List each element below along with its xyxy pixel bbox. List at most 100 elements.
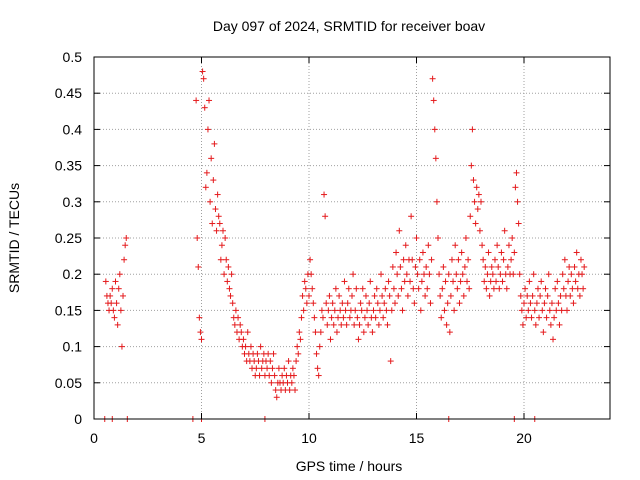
data-point xyxy=(266,372,273,379)
data-point xyxy=(240,336,247,343)
data-point xyxy=(120,292,127,299)
data-point xyxy=(310,300,317,307)
axis-ticks: 0 0.05 0.1 0.15 0.2 0.25 0.3 0.35 0.4 0.45 0.5 0 5 10… xyxy=(55,49,610,446)
data-point xyxy=(339,300,346,307)
data-point xyxy=(402,242,409,249)
data-point xyxy=(298,314,305,321)
data-point xyxy=(442,278,449,285)
data-point xyxy=(565,278,572,285)
data-point xyxy=(122,242,129,249)
data-point xyxy=(324,321,331,328)
data-point xyxy=(479,242,486,249)
data-point xyxy=(536,314,543,321)
data-point xyxy=(486,292,493,299)
data-point xyxy=(244,329,251,336)
data-point xyxy=(497,271,504,278)
data-point xyxy=(313,350,320,357)
data-point xyxy=(386,292,393,299)
data-point xyxy=(570,300,577,307)
data-point xyxy=(317,329,324,336)
data-point xyxy=(576,292,583,299)
data-point xyxy=(117,307,124,314)
data-point xyxy=(222,235,229,241)
data-point xyxy=(212,206,219,213)
data-point xyxy=(308,271,315,278)
data-point xyxy=(218,242,225,249)
data-point xyxy=(503,285,510,292)
data-point xyxy=(382,285,389,292)
data-point xyxy=(290,372,297,379)
data-point xyxy=(554,278,561,285)
data-point xyxy=(574,285,581,292)
data-point xyxy=(393,249,400,256)
data-point xyxy=(478,198,484,205)
data-point xyxy=(364,307,371,314)
data-point xyxy=(296,329,303,336)
data-point xyxy=(540,329,547,336)
data-point xyxy=(465,256,472,263)
data-point xyxy=(358,307,365,314)
data-point xyxy=(307,256,314,263)
data-point xyxy=(341,278,348,285)
data-point xyxy=(208,155,215,162)
data-points xyxy=(101,68,588,422)
data-point xyxy=(264,365,271,372)
data-point xyxy=(508,256,515,263)
data-point xyxy=(315,372,322,379)
data-point xyxy=(436,271,443,278)
data-point xyxy=(557,292,564,299)
data-point xyxy=(469,126,476,133)
data-point xyxy=(371,292,378,299)
data-point xyxy=(326,292,333,299)
data-point xyxy=(581,263,588,270)
y-tick-label: 0.2 xyxy=(63,266,83,282)
data-point xyxy=(400,256,407,263)
data-point xyxy=(392,300,398,307)
data-point xyxy=(551,314,558,321)
y-axis-label: SRMTID / TECUs xyxy=(6,183,22,293)
data-point xyxy=(411,300,418,307)
data-point xyxy=(116,271,123,278)
data-point xyxy=(258,365,265,372)
data-point xyxy=(552,285,559,292)
data-point xyxy=(268,379,275,386)
data-point xyxy=(109,285,116,292)
data-point xyxy=(203,169,210,176)
data-point xyxy=(407,278,414,285)
y-tick-label: 0.15 xyxy=(55,302,82,318)
data-point xyxy=(500,256,507,263)
data-point xyxy=(269,365,276,372)
data-point xyxy=(548,300,555,307)
data-point xyxy=(488,263,495,270)
data-point xyxy=(462,235,469,241)
data-point xyxy=(408,213,415,220)
data-point xyxy=(302,285,309,292)
data-point xyxy=(271,372,278,379)
data-point xyxy=(538,278,545,285)
data-point xyxy=(388,307,395,314)
data-point xyxy=(558,307,565,314)
data-point xyxy=(530,271,537,278)
data-point xyxy=(385,278,392,285)
data-point xyxy=(267,358,274,365)
y-tick-label: 0.4 xyxy=(63,121,83,137)
data-point xyxy=(401,278,408,285)
data-point xyxy=(211,140,218,147)
data-point xyxy=(435,235,441,241)
data-point xyxy=(210,177,217,184)
data-point xyxy=(118,343,125,350)
data-point xyxy=(516,271,523,278)
data-point xyxy=(445,271,452,278)
data-point xyxy=(531,307,538,314)
data-point xyxy=(539,307,546,314)
data-point xyxy=(281,365,288,372)
data-point xyxy=(560,285,567,292)
data-point xyxy=(428,256,435,263)
data-point xyxy=(353,285,360,292)
data-point xyxy=(415,285,422,292)
data-point xyxy=(414,271,421,278)
data-point xyxy=(362,292,369,299)
data-point xyxy=(577,256,584,263)
data-point xyxy=(201,104,208,111)
data-point xyxy=(504,263,511,270)
